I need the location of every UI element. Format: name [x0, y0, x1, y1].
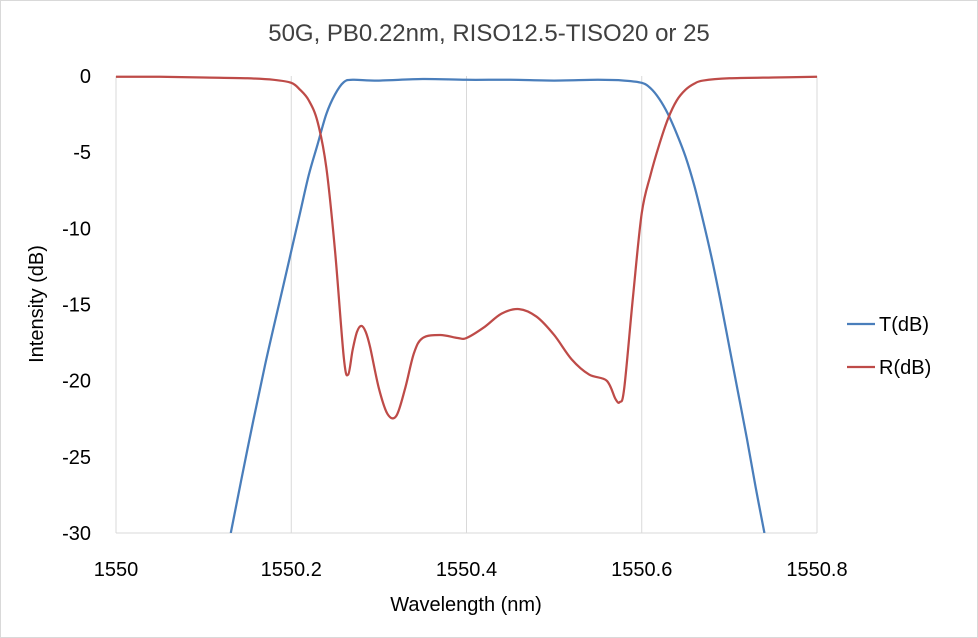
- series-lines: [116, 75, 817, 533]
- y-tick-label: -15: [62, 295, 91, 317]
- y-tick-label: -10: [62, 218, 91, 240]
- legend-label-tdb: T(dB): [879, 314, 929, 336]
- y-tick-label: -25: [62, 447, 91, 469]
- y-tick-label: -30: [62, 523, 91, 545]
- series-line-tdb: [229, 77, 766, 533]
- x-tick-label: 1550: [94, 559, 139, 581]
- axes: [115, 76, 817, 534]
- legend: T(dB) R(dB): [847, 314, 931, 379]
- series-line-rdb: [116, 75, 817, 420]
- x-axis-title: Wavelength (nm): [390, 594, 542, 616]
- x-tick-label: 1550.4: [436, 559, 497, 581]
- grid-lines: [290, 76, 818, 533]
- y-tick-label: 0: [80, 66, 91, 88]
- x-tick-label: 1550.2: [261, 559, 322, 581]
- legend-label-rdb: R(dB): [879, 357, 931, 379]
- x-tick-label: 1550.6: [611, 559, 672, 581]
- tick-labels: 1550 1550.2 1550.4 1550.6 1550.8 0 -5 -10 -15 -20…: [62, 66, 847, 581]
- y-tick-label: -20: [62, 371, 91, 393]
- chart-title: 50G, PB0.22nm, RISO12.5-TISO20 or 25: [268, 20, 710, 47]
- y-axis-title: Intensity (dB): [26, 245, 48, 363]
- y-tick-label: -5: [73, 142, 91, 164]
- x-tick-label: 1550.8: [786, 559, 847, 581]
